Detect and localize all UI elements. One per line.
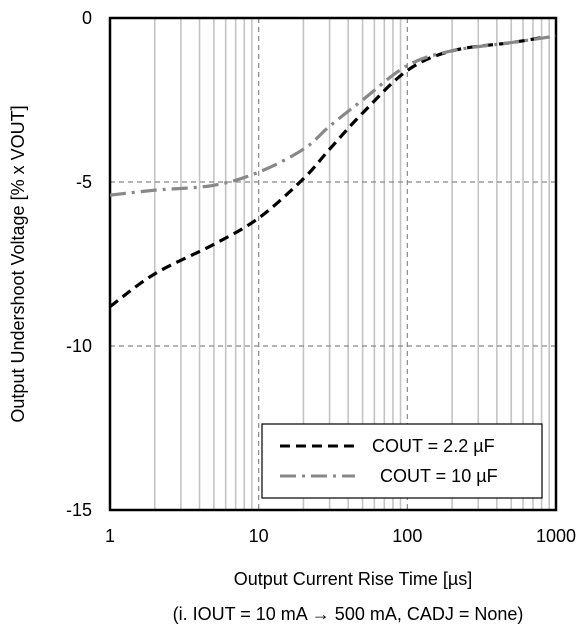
y-tick-label: -5 <box>76 172 92 192</box>
legend-label-cout-2-2uf: COUT = 2.2 µF <box>372 436 495 456</box>
legend-label-cout-10uf: COUT = 10 µF <box>380 466 498 486</box>
x-axis-note: (i. IOUT = 10 mA → 500 mA, CADJ = None) <box>173 604 524 624</box>
y-tick-label: 0 <box>82 8 92 28</box>
y-tick-label: -15 <box>66 500 92 520</box>
x-tick-label: 1000 <box>536 526 576 546</box>
series-layer <box>109 34 557 308</box>
x-tick-label: 10 <box>249 526 269 546</box>
x-tick-label: 100 <box>392 526 422 546</box>
legend-box <box>261 423 543 499</box>
x-tick-label: 1 <box>105 526 115 546</box>
series-line-1 <box>109 34 557 197</box>
series-line-0 <box>109 36 542 308</box>
legend: COUT = 2.2 µF COUT = 10 µF <box>261 423 543 499</box>
y-tick-label: -10 <box>66 336 92 356</box>
x-axis-title: Output Current Rise Time [µs] <box>234 569 472 589</box>
plot-frame <box>108 16 558 512</box>
y-axis-title: Output Undershoot Voltage [% x VOUT] <box>8 105 28 422</box>
tick-labels: 1 10 100 1000 0 -5 -10 -15 <box>66 8 576 546</box>
